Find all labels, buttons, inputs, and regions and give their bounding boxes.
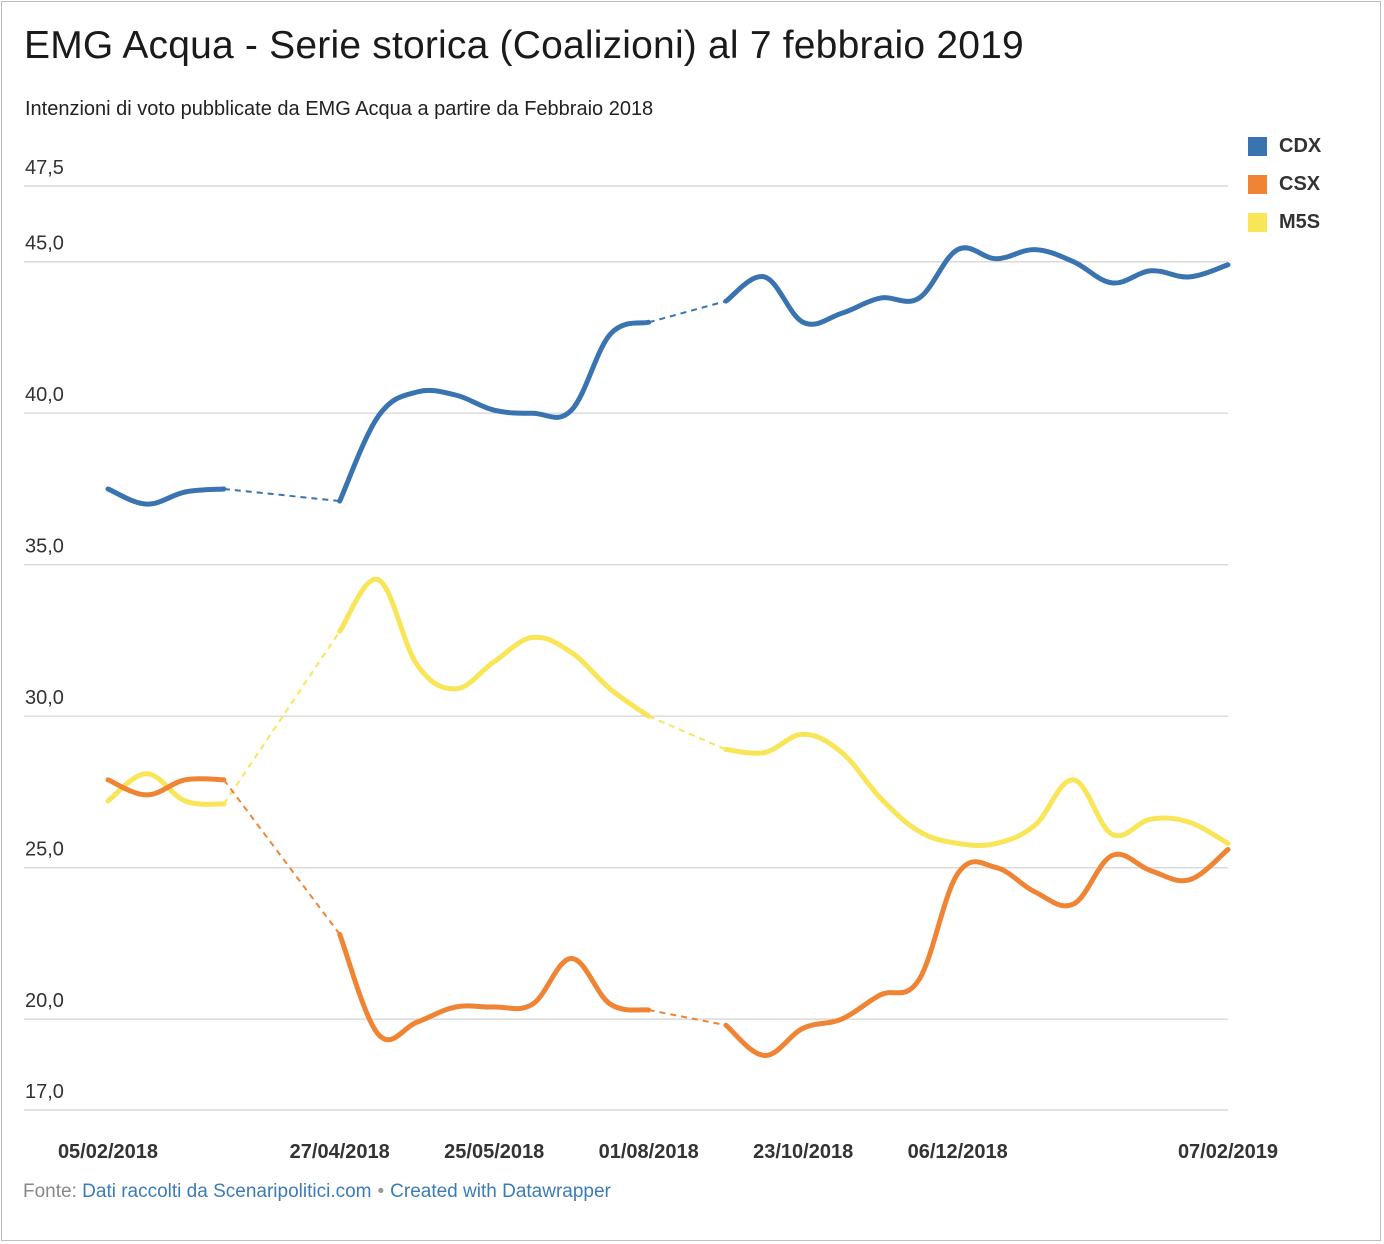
y-tick-label: 20,0 — [25, 990, 64, 1012]
x-tick-label: 25/05/2018 — [444, 1141, 544, 1163]
chart-subtitle: Intenzioni di voto pubblicate da EMG Acq… — [25, 98, 654, 120]
y-tick-label: 25,0 — [25, 839, 64, 861]
series-line-csx — [337, 931, 652, 1043]
source-link[interactable]: Dati raccolti da Scenaripolitici.com — [82, 1181, 372, 1202]
legend-item-m5s: M5S — [1248, 203, 1321, 241]
y-axis: 47,5 45,0 40,0 35,0 30,0 25,0 20,0 17,0 — [25, 157, 64, 1103]
legend-item-cdx: CDX — [1248, 127, 1321, 165]
x-tick-label: 06/12/2018 — [908, 1141, 1008, 1163]
chart-title: EMG Acqua - Serie storica (Coalizioni) a… — [24, 24, 1024, 67]
gap-connector-csx — [648, 1009, 727, 1027]
legend-label-cdx: CDX — [1279, 134, 1322, 157]
gap-connector-csx — [223, 779, 341, 935]
y-tick-label: 40,0 — [25, 384, 64, 406]
x-axis: 05/02/2018 27/04/2018 25/05/2018 01/08/2018… — [58, 1141, 1278, 1163]
gap-connector-cdx — [223, 487, 340, 503]
y-tick-label: 47,5 — [25, 157, 64, 179]
series-csx — [105, 776, 1231, 1058]
footer-separator: • — [377, 1181, 385, 1202]
x-tick-label: 01/08/2018 — [599, 1141, 699, 1163]
x-tick-label: 05/02/2018 — [58, 1141, 158, 1163]
gap-connector-m5s — [648, 715, 727, 751]
series-m5s — [105, 577, 1231, 848]
x-tick-label: 23/10/2018 — [753, 1141, 853, 1163]
footer-prefix: Fonte: — [23, 1181, 77, 1202]
legend-label-m5s: M5S — [1279, 210, 1321, 233]
series-line-cdx — [723, 245, 1231, 327]
series-line-cdx — [105, 486, 227, 507]
legend-swatch-csx — [1248, 174, 1267, 194]
grid-layer — [24, 185, 1228, 1111]
series-cdx — [105, 245, 1231, 507]
x-tick-label: 27/04/2018 — [290, 1141, 390, 1163]
series-line-cdx — [337, 319, 652, 504]
y-tick-label: 17,0 — [25, 1081, 64, 1103]
series-line-m5s — [337, 577, 652, 719]
x-tick-label: 07/02/2019 — [1178, 1141, 1278, 1163]
legend-item-csx: CSX — [1248, 165, 1321, 203]
y-tick-label: 35,0 — [25, 536, 64, 558]
legend-label-csx: CSX — [1279, 172, 1321, 195]
series-line-csx — [105, 776, 227, 798]
datawrapper-link[interactable]: Created with Datawrapper — [390, 1181, 611, 1202]
footer: Fonte: Dati raccolti da Scenaripolitici.… — [23, 1181, 611, 1203]
series-line-csx — [723, 847, 1231, 1058]
legend-swatch-m5s — [1248, 212, 1267, 232]
y-tick-label: 45,0 — [25, 233, 64, 255]
gap-connector-cdx — [648, 300, 727, 324]
y-tick-label: 30,0 — [25, 687, 64, 709]
gap-connector-m5s — [223, 630, 341, 805]
legend: CDX CSX M5S — [1248, 127, 1321, 241]
series-layer — [105, 245, 1231, 1058]
series-line-m5s — [723, 731, 1231, 848]
legend-swatch-cdx — [1248, 136, 1267, 156]
